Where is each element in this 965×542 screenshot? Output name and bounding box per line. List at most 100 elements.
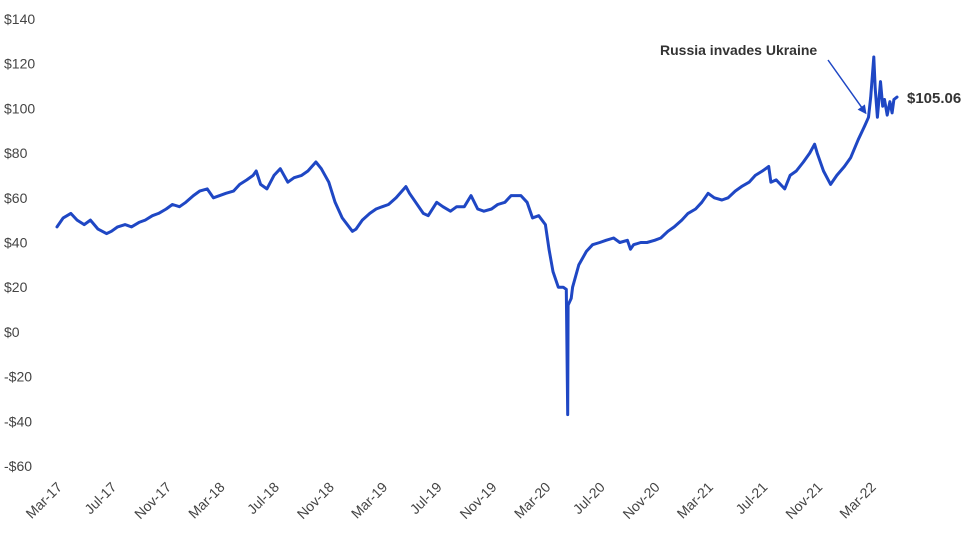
y-tick-label: $140 — [4, 11, 35, 27]
data-point — [835, 174, 838, 177]
y-tick-label: -$40 — [4, 413, 32, 429]
data-point — [525, 201, 529, 204]
data-point — [713, 196, 716, 199]
y-tick-label: $20 — [4, 279, 28, 295]
data-point — [629, 248, 632, 251]
data-point — [157, 212, 160, 215]
data-point — [259, 183, 262, 186]
data-points — [55, 55, 899, 416]
data-point — [361, 218, 364, 222]
data-point — [279, 167, 282, 170]
data-point — [265, 187, 269, 191]
data-point — [212, 196, 215, 199]
data-point — [775, 178, 778, 182]
data-point — [62, 216, 65, 220]
data-point — [813, 143, 816, 146]
data-point — [422, 212, 425, 215]
data-point — [700, 201, 703, 204]
data-point — [286, 181, 289, 184]
data-point — [754, 174, 757, 177]
y-tick-label: $100 — [4, 100, 35, 116]
data-point — [570, 297, 573, 300]
data-point — [571, 286, 574, 289]
y-tick-label: -$60 — [4, 458, 32, 474]
data-point — [327, 181, 330, 184]
data-point — [816, 151, 819, 155]
y-tick-label: $40 — [4, 235, 28, 251]
data-point — [874, 87, 877, 90]
x-tick-label: Jul-17 — [81, 479, 119, 517]
data-point — [245, 178, 248, 182]
data-point — [876, 116, 879, 119]
y-tick-label: -$20 — [4, 369, 32, 385]
data-point — [509, 194, 513, 197]
data-point — [612, 236, 615, 240]
data-point — [272, 174, 276, 177]
data-point — [105, 232, 108, 235]
data-point — [857, 138, 860, 141]
data-point — [843, 165, 846, 168]
data-point — [96, 227, 100, 231]
data-point — [747, 181, 751, 184]
data-point — [795, 169, 798, 173]
data-point — [374, 207, 378, 211]
data-point — [769, 181, 773, 184]
data-point — [83, 223, 86, 226]
data-point — [341, 216, 344, 220]
data-point — [537, 214, 540, 217]
data-point — [618, 241, 621, 244]
data-point — [368, 212, 371, 215]
data-point — [557, 286, 560, 289]
x-tick-label: Jul-21 — [732, 479, 770, 517]
annotation-arrow — [827, 59, 866, 112]
data-point — [869, 96, 872, 99]
data-point — [408, 192, 411, 195]
data-point — [883, 98, 886, 101]
y-tick-label: $0 — [4, 324, 20, 340]
data-point — [292, 176, 296, 179]
data-point — [562, 286, 565, 289]
data-point — [178, 205, 181, 208]
annotation-arrowhead — [857, 104, 867, 115]
data-point — [503, 201, 507, 204]
x-tick-label: Jul-20 — [570, 479, 608, 517]
data-point — [740, 185, 743, 188]
data-point — [577, 263, 580, 267]
data-point — [463, 205, 466, 208]
data-point — [666, 230, 670, 233]
data-point — [849, 156, 852, 159]
x-tick-label: Mar-17 — [22, 479, 65, 522]
x-tick-label: Jul-19 — [407, 479, 445, 517]
data-point — [881, 105, 884, 108]
data-point — [394, 196, 398, 199]
y-tick-label: $80 — [4, 145, 28, 161]
data-point — [55, 225, 59, 229]
data-point — [496, 203, 499, 206]
data-point — [404, 185, 408, 188]
data-point — [192, 194, 195, 197]
x-tick-label: Nov-19 — [456, 479, 499, 522]
x-tick-label: Nov-21 — [782, 479, 825, 522]
data-point — [659, 236, 662, 240]
data-point — [639, 241, 642, 244]
data-point — [333, 201, 337, 204]
data-point — [566, 303, 570, 307]
data-point — [414, 201, 417, 204]
data-point — [314, 160, 318, 164]
data-point — [110, 230, 113, 233]
data-point — [734, 189, 737, 193]
data-point — [218, 194, 221, 197]
data-point — [783, 187, 786, 191]
data-point — [892, 98, 896, 101]
data-point — [686, 212, 690, 215]
data-point — [116, 225, 119, 229]
data-point — [565, 288, 568, 291]
data-point — [482, 210, 486, 213]
data-point — [306, 169, 310, 173]
data-point — [75, 218, 79, 222]
data-point — [547, 248, 551, 251]
data-point — [645, 241, 649, 244]
data-point — [387, 203, 390, 206]
data-point — [822, 169, 825, 173]
data-point — [591, 243, 594, 246]
